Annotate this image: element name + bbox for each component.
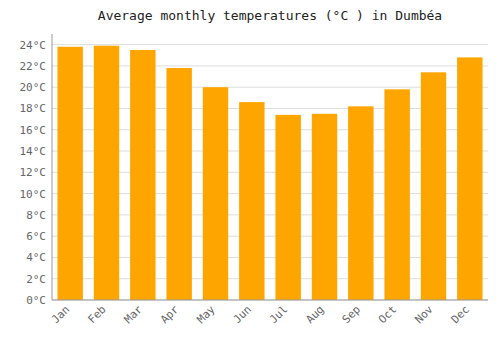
- bar: [130, 50, 155, 300]
- y-tick-label: 10°C: [20, 188, 47, 201]
- x-tick-label: Mar: [122, 303, 146, 327]
- y-tick-label: 22°C: [20, 60, 47, 73]
- y-tick-label: 16°C: [20, 124, 47, 137]
- x-tick-label: Dec: [449, 303, 472, 326]
- bar: [94, 46, 119, 300]
- y-tick-label: 18°C: [20, 102, 47, 115]
- x-tick-label: Jun: [231, 303, 254, 326]
- grid-line: [52, 300, 488, 301]
- x-tick-label: May: [194, 303, 218, 327]
- y-tick-label: 6°C: [26, 230, 46, 243]
- bars: [57, 46, 482, 300]
- x-tick-label: Jan: [49, 303, 72, 326]
- x-tick-label: Sep: [340, 303, 363, 326]
- x-axis-line: [52, 300, 488, 301]
- bar: [203, 87, 228, 300]
- bar: [384, 89, 409, 300]
- y-tick-label: 14°C: [20, 145, 47, 158]
- x-tick-label: Aug: [303, 303, 326, 326]
- bar: [275, 115, 300, 300]
- chart: Average monthly temperatures (°C ) in Du…: [0, 0, 500, 350]
- y-tick-label: 24°C: [20, 39, 47, 52]
- grid-line: [52, 44, 488, 45]
- x-tick-label: Feb: [85, 303, 108, 326]
- bar: [457, 57, 482, 300]
- bar: [312, 114, 337, 300]
- y-tick-label: 20°C: [20, 81, 47, 94]
- grid: [52, 45, 488, 300]
- y-tick-label: 2°C: [26, 273, 46, 286]
- x-tick-label: Nov: [412, 303, 436, 327]
- y-tick-label: 0°C: [26, 294, 46, 307]
- x-tick-label: Jul: [267, 303, 290, 326]
- y-tick-label: 12°C: [20, 166, 47, 179]
- bar: [421, 72, 446, 300]
- y-tick-label: 8°C: [26, 209, 46, 222]
- bar: [166, 68, 191, 300]
- bar: [57, 47, 82, 300]
- y-tick-label: 4°C: [26, 251, 46, 264]
- bar: [348, 106, 373, 300]
- y-axis-line: [52, 34, 53, 300]
- x-tick-label: Oct: [376, 303, 399, 326]
- bar: [239, 102, 264, 300]
- x-tick-label: Apr: [158, 303, 182, 327]
- title: Average monthly temperatures (°C ) in Du…: [98, 8, 442, 23]
